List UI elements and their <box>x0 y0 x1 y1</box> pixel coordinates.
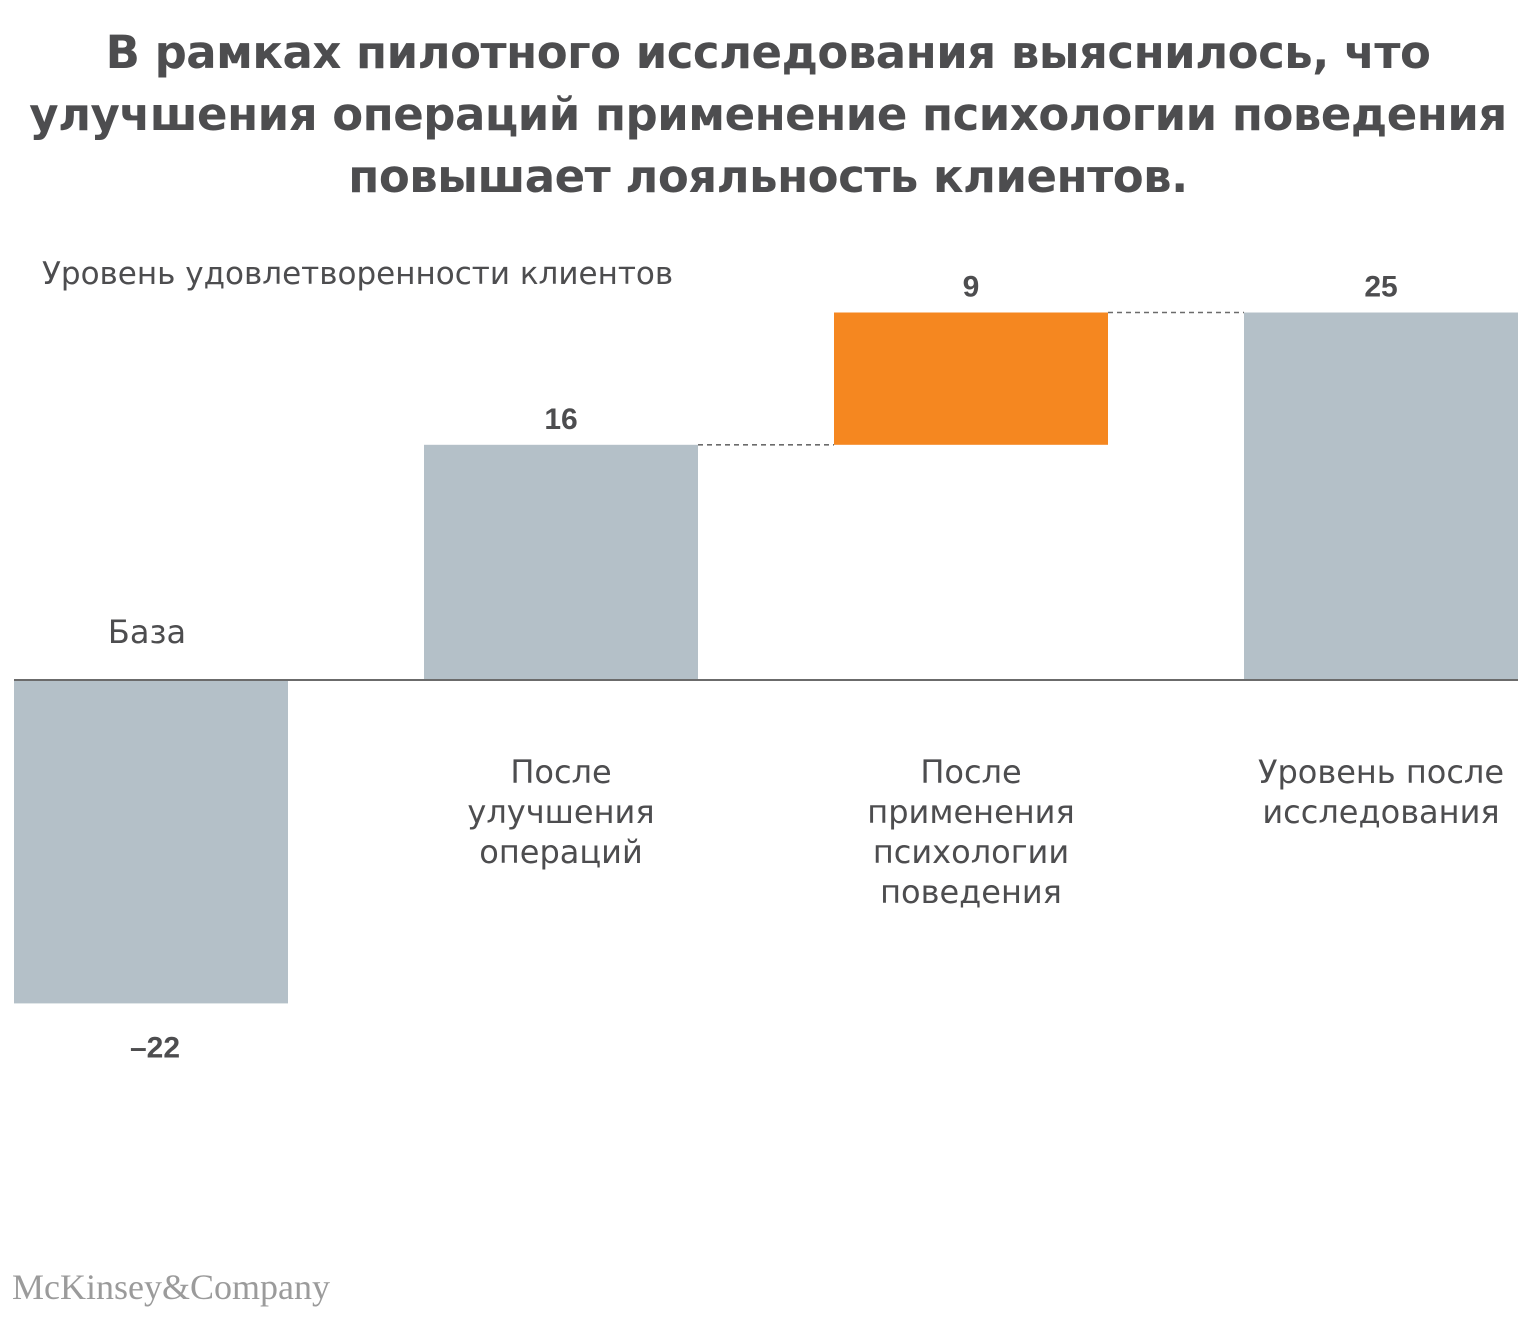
category-label-line: После <box>510 753 611 791</box>
category-label-line: После <box>920 753 1021 791</box>
value-label-4: 25 <box>1364 271 1397 304</box>
bar-2 <box>424 444 698 680</box>
category-label-1: База <box>108 613 186 651</box>
category-label-line: поведения <box>880 873 1062 911</box>
category-label-line: улучшения <box>467 793 654 831</box>
category-labels-group: БазаПослеулучшенияоперацийПослеприменени… <box>108 613 1504 911</box>
category-label-line: Уровень после <box>1258 753 1504 791</box>
category-label-line: операций <box>479 833 642 871</box>
chart-title: В рамках пилотного исследования выяснило… <box>29 26 1507 203</box>
connectors-group <box>698 311 1244 446</box>
mckinsey-logo: McKinsey&Company <box>12 1267 330 1307</box>
y-axis-label: Уровень удовлетворенности клиентов <box>42 256 673 292</box>
category-label-line: База <box>108 613 186 651</box>
category-label-line: применения <box>867 793 1074 831</box>
waterfall-chart: Уровень удовлетворенности клиентов –22 16… <box>14 256 1518 1065</box>
bar-3 <box>834 312 1108 445</box>
value-labels-group: –22 16 9 25 <box>130 271 1398 1065</box>
category-label-line: психологии <box>873 833 1069 871</box>
bar-1 <box>14 680 288 1004</box>
value-label-3: 9 <box>963 271 980 304</box>
value-label-1: –22 <box>130 1031 180 1064</box>
category-label-line: исследования <box>1262 793 1499 831</box>
bars-group <box>14 312 1518 1004</box>
value-label-2: 16 <box>544 403 577 436</box>
bar-4 <box>1244 312 1518 680</box>
